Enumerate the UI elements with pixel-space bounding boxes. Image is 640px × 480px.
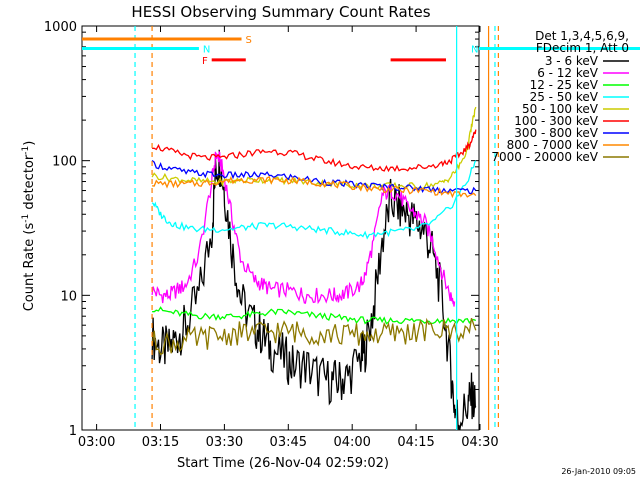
x-tick-label: 04:00 bbox=[333, 435, 370, 450]
legend-header-line: Det 1,3,4,5,6,9, bbox=[535, 29, 629, 43]
legend-label: 800 - 7000 keV bbox=[507, 138, 599, 152]
y-axis-label-part: Count Rate (s bbox=[22, 223, 37, 312]
series-line bbox=[151, 106, 477, 190]
y-axis-label-sup: -1 bbox=[21, 214, 31, 223]
series-line bbox=[152, 129, 477, 173]
y-tick-label: 100 bbox=[52, 155, 77, 170]
x-tick-label: 03:30 bbox=[206, 435, 243, 450]
x-tick-label: 03:00 bbox=[78, 435, 115, 450]
x-tick-label: 03:15 bbox=[142, 435, 179, 450]
flag-label: S bbox=[246, 35, 252, 46]
legend-label: 300 - 800 keV bbox=[514, 126, 598, 140]
legend-label: 6 - 12 keV bbox=[537, 66, 599, 80]
y-tick-label: 1000 bbox=[44, 20, 77, 35]
chart-title: HESSI Observing Summary Count Rates bbox=[131, 3, 430, 21]
y-axis-label: Count Rate (s-1 detector-1) bbox=[21, 141, 37, 312]
legend-label: 3 - 6 keV bbox=[545, 54, 599, 68]
series-line bbox=[151, 150, 456, 307]
legend-label: 50 - 100 keV bbox=[522, 102, 599, 116]
legend-label: 12 - 25 keV bbox=[530, 78, 599, 92]
plot-area: 03:00 03:15 03:30 03:45 04:00 04:15 04:30 1 10 10… bbox=[44, 20, 640, 450]
series-line bbox=[151, 317, 477, 356]
series-line bbox=[152, 306, 477, 325]
series-line bbox=[152, 175, 477, 199]
y-axis-label-sup: -1 bbox=[21, 146, 31, 155]
x-axis-label: Start Time (26-Nov-04 02:59:02) bbox=[177, 456, 389, 471]
x-tick-label: 04:15 bbox=[397, 435, 434, 450]
series-line bbox=[151, 149, 477, 431]
legend-label: 25 - 50 keV bbox=[530, 90, 599, 104]
legend-header-line: FDecim 1, Att 0 bbox=[536, 41, 629, 55]
plot-frame bbox=[81, 25, 480, 431]
y-axis-label-part: ) bbox=[22, 141, 37, 146]
legend-label: 100 - 300 keV bbox=[514, 114, 598, 128]
timestamp: 26-Jan-2010 09:05 bbox=[561, 467, 636, 476]
series-line bbox=[151, 159, 477, 195]
y-tick-label: 10 bbox=[60, 289, 77, 304]
legend: Det 1,3,4,5,6,9, FDecim 1, Att 0 3 - 6 k… bbox=[491, 29, 629, 164]
y-axis-label-part: detector bbox=[22, 154, 37, 214]
y-tick-label: 1 bbox=[69, 424, 77, 439]
x-tick-label: 03:45 bbox=[270, 435, 307, 450]
series-line bbox=[151, 160, 477, 240]
flag-label: N bbox=[471, 45, 478, 56]
flag-label: F bbox=[202, 56, 208, 67]
flag-label: N bbox=[203, 45, 210, 56]
x-tick-label: 04:30 bbox=[461, 435, 498, 450]
legend-label: 7000 - 20000 keV bbox=[491, 150, 598, 164]
